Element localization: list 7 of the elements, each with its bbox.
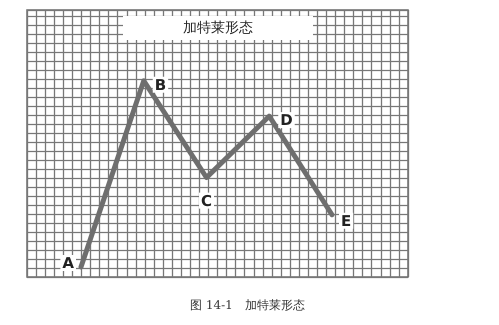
annotation: D (280, 111, 293, 130)
annotation: B (154, 76, 166, 94)
annotation: C (200, 192, 212, 210)
chart-title: 加特莱形态 (183, 20, 253, 36)
annotation: E (341, 212, 352, 230)
annotation: A (62, 254, 74, 272)
caption: 图 14-1 加特莱形态 (190, 298, 305, 312)
